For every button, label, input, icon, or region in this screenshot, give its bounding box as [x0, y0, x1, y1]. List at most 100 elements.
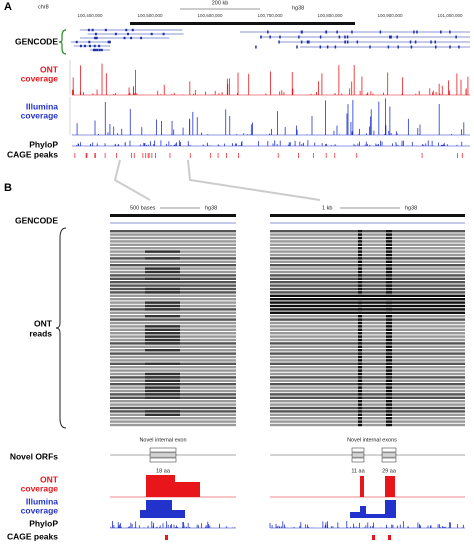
read [270, 315, 465, 318]
read-exon [386, 403, 392, 406]
read [270, 359, 465, 362]
read-exon [358, 294, 362, 297]
read-exon [358, 308, 362, 311]
read [270, 335, 465, 338]
exon [140, 36, 143, 40]
exon [449, 45, 451, 49]
read-exon [358, 301, 362, 304]
read-exon [145, 267, 180, 270]
read-exon [358, 383, 362, 386]
read [270, 342, 465, 345]
read-exon [386, 315, 392, 318]
read-exon [145, 304, 180, 308]
read-exon [358, 423, 362, 427]
exon [379, 30, 382, 34]
read [110, 274, 236, 277]
read-exon [358, 311, 362, 314]
read-exon [386, 236, 392, 240]
exon [93, 44, 96, 48]
exon [296, 45, 298, 49]
read [270, 355, 465, 359]
read [270, 423, 465, 427]
read [110, 284, 236, 287]
exon [267, 30, 269, 34]
read-exon [358, 284, 362, 287]
exon [255, 45, 257, 49]
read-exon [358, 417, 362, 420]
orf-label: 18 aa [156, 468, 171, 474]
read [110, 352, 236, 355]
read [270, 230, 465, 233]
exon [336, 30, 338, 34]
read [270, 270, 465, 274]
read-exon [386, 318, 392, 321]
exon-label: Novel internal exons [347, 437, 397, 443]
read [110, 233, 236, 236]
exon [344, 35, 346, 39]
read [270, 233, 465, 236]
read [110, 253, 236, 257]
read [270, 372, 465, 376]
read-exon [145, 257, 180, 260]
read [110, 318, 236, 321]
read-exon [145, 386, 180, 389]
coordinate-label: 100,400,000 [77, 13, 103, 18]
read [110, 264, 236, 267]
coordinate-label: 100,700,000 [257, 13, 283, 18]
read [270, 376, 465, 379]
coverage [350, 500, 396, 518]
read [270, 277, 465, 280]
exon [94, 48, 97, 52]
read-exon [145, 376, 180, 379]
read-exon [386, 400, 392, 403]
coordinate-label: 100,600,000 [197, 13, 223, 18]
read-exon [386, 233, 392, 236]
read-exon [358, 349, 362, 352]
read-exon [386, 240, 392, 243]
read-exon [358, 230, 362, 233]
exon [278, 40, 280, 44]
read [270, 267, 465, 270]
read [270, 325, 465, 328]
orf [381, 457, 397, 463]
read-exon [386, 383, 392, 386]
read [110, 400, 236, 403]
read-exon [386, 417, 392, 420]
read [270, 304, 465, 308]
exon [338, 35, 341, 39]
read [270, 393, 465, 396]
read-exon [145, 338, 180, 342]
read-exon [386, 247, 392, 250]
exon [396, 35, 398, 39]
read-exon [358, 291, 362, 294]
assembly: hg38 [205, 205, 217, 211]
exon [410, 45, 413, 49]
exon [79, 44, 82, 48]
read-exon [386, 260, 392, 263]
coordinate-label: 100,800,000 [317, 13, 343, 18]
read [270, 264, 465, 267]
read [110, 230, 236, 233]
exon [397, 45, 399, 49]
coordinate-label: 100,900,000 [377, 13, 403, 18]
read-exon [358, 379, 362, 382]
track-label: Illumina [26, 496, 58, 506]
zoom-connector [113, 159, 321, 201]
exon [94, 32, 97, 36]
read [270, 332, 465, 335]
exon [325, 30, 327, 34]
exon [413, 30, 415, 34]
read-exon [386, 301, 392, 304]
read-exon [358, 345, 362, 348]
read [270, 379, 465, 382]
exon [75, 40, 78, 44]
read-exon [358, 335, 362, 338]
read [270, 253, 465, 257]
exon [308, 40, 310, 44]
panel-label: A [4, 1, 12, 13]
read [270, 400, 465, 403]
read-exon [145, 389, 180, 393]
exon [306, 40, 309, 44]
read [110, 406, 236, 410]
coverage [360, 476, 395, 497]
